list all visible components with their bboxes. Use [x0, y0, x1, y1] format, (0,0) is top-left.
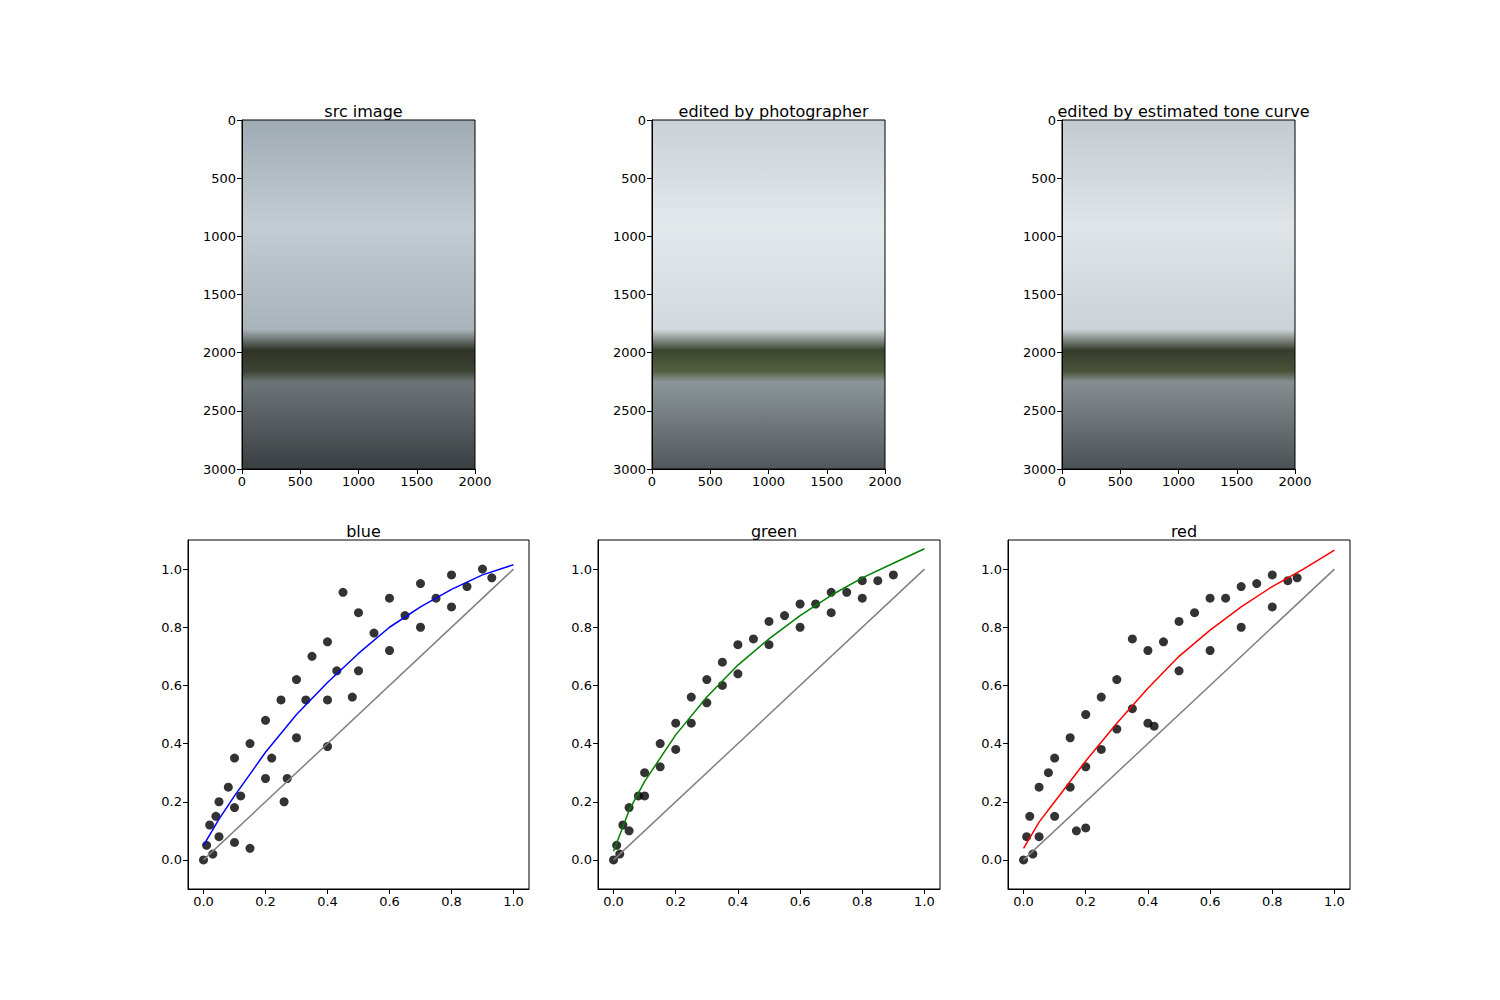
svg-text:2500: 2500: [203, 403, 236, 418]
svg-text:1500: 1500: [1023, 287, 1056, 302]
svg-text:1000: 1000: [1023, 229, 1056, 244]
svg-text:0.4: 0.4: [981, 736, 1002, 751]
svg-text:0.0: 0.0: [161, 852, 182, 867]
svg-text:0.0: 0.0: [1013, 894, 1034, 909]
svg-text:2500: 2500: [1023, 403, 1056, 418]
svg-text:0.8: 0.8: [981, 620, 1002, 635]
svg-text:3000: 3000: [1023, 462, 1056, 477]
svg-text:2000: 2000: [868, 474, 901, 489]
svg-text:0.8: 0.8: [852, 894, 873, 909]
svg-text:0.0: 0.0: [571, 852, 592, 867]
svg-text:0.2: 0.2: [571, 794, 592, 809]
svg-text:0.4: 0.4: [1138, 894, 1159, 909]
svg-text:0.0: 0.0: [193, 894, 214, 909]
svg-text:2000: 2000: [203, 345, 236, 360]
svg-text:edited by photographer: edited by photographer: [679, 102, 869, 121]
svg-text:1.0: 1.0: [1324, 894, 1345, 909]
svg-text:0.4: 0.4: [728, 894, 749, 909]
svg-text:1500: 1500: [203, 287, 236, 302]
svg-text:0.6: 0.6: [790, 894, 811, 909]
svg-text:0.0: 0.0: [981, 852, 1002, 867]
svg-text:1000: 1000: [1162, 474, 1195, 489]
svg-text:3000: 3000: [203, 462, 236, 477]
svg-text:0.6: 0.6: [1200, 894, 1221, 909]
svg-text:1.0: 1.0: [161, 562, 182, 577]
svg-text:0.2: 0.2: [255, 894, 276, 909]
svg-text:edited by estimated tone curve: edited by estimated tone curve: [1057, 102, 1309, 121]
svg-text:2000: 2000: [1023, 345, 1056, 360]
svg-text:0.4: 0.4: [161, 736, 182, 751]
svg-text:1500: 1500: [810, 474, 843, 489]
svg-text:0: 0: [648, 474, 656, 489]
svg-text:1.0: 1.0: [914, 894, 935, 909]
svg-text:0.2: 0.2: [161, 794, 182, 809]
svg-text:1500: 1500: [1220, 474, 1253, 489]
svg-text:src image: src image: [324, 102, 402, 121]
svg-text:0: 0: [1058, 474, 1066, 489]
svg-text:500: 500: [211, 171, 236, 186]
svg-text:1500: 1500: [613, 287, 646, 302]
svg-text:0.8: 0.8: [441, 894, 462, 909]
svg-text:0: 0: [238, 474, 246, 489]
svg-text:0.6: 0.6: [379, 894, 400, 909]
svg-text:0: 0: [1048, 113, 1056, 128]
svg-text:red: red: [1171, 522, 1197, 541]
svg-text:2500: 2500: [613, 403, 646, 418]
svg-text:1.0: 1.0: [571, 562, 592, 577]
svg-text:1.0: 1.0: [503, 894, 524, 909]
svg-text:1.0: 1.0: [981, 562, 1002, 577]
svg-text:500: 500: [1031, 171, 1056, 186]
svg-text:1000: 1000: [203, 229, 236, 244]
svg-text:0.6: 0.6: [571, 678, 592, 693]
svg-text:0.6: 0.6: [161, 678, 182, 693]
svg-text:0: 0: [638, 113, 646, 128]
svg-text:500: 500: [288, 474, 313, 489]
svg-text:500: 500: [1108, 474, 1133, 489]
svg-text:500: 500: [621, 171, 646, 186]
svg-text:0: 0: [228, 113, 236, 128]
svg-text:1000: 1000: [342, 474, 375, 489]
svg-text:0.2: 0.2: [981, 794, 1002, 809]
svg-text:2000: 2000: [458, 474, 491, 489]
svg-text:1500: 1500: [400, 474, 433, 489]
svg-text:0.2: 0.2: [665, 894, 686, 909]
svg-text:2000: 2000: [1278, 474, 1311, 489]
svg-text:0.8: 0.8: [161, 620, 182, 635]
svg-text:2000: 2000: [613, 345, 646, 360]
svg-text:0.4: 0.4: [317, 894, 338, 909]
svg-text:green: green: [751, 522, 797, 541]
svg-text:3000: 3000: [613, 462, 646, 477]
svg-text:0.6: 0.6: [981, 678, 1002, 693]
svg-text:0.0: 0.0: [603, 894, 624, 909]
svg-text:500: 500: [698, 474, 723, 489]
svg-text:blue: blue: [346, 522, 381, 541]
svg-text:0.2: 0.2: [1075, 894, 1096, 909]
svg-text:0.8: 0.8: [1262, 894, 1283, 909]
svg-text:0.8: 0.8: [571, 620, 592, 635]
svg-text:1000: 1000: [613, 229, 646, 244]
svg-text:1000: 1000: [752, 474, 785, 489]
svg-text:0.4: 0.4: [571, 736, 592, 751]
